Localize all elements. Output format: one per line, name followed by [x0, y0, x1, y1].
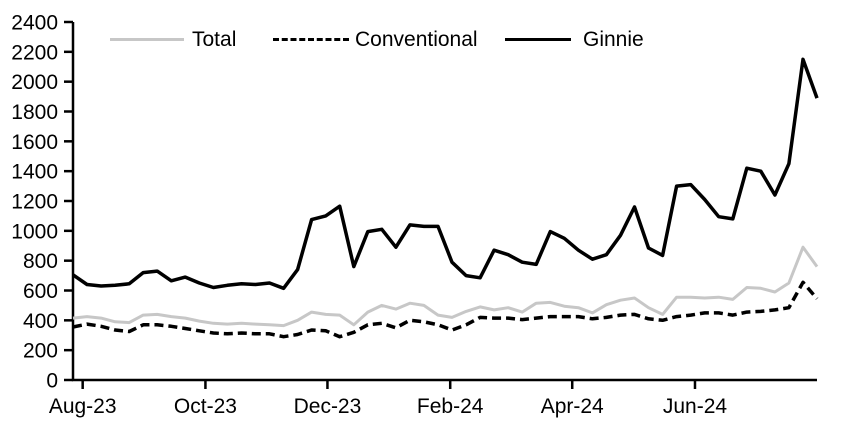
total-line-swatch-icon	[110, 38, 184, 41]
y-tick-label: 1400	[11, 161, 58, 184]
y-tick-label: 2200	[11, 41, 58, 64]
y-tick-label: 2400	[11, 12, 58, 35]
series-line-conventional	[72, 280, 819, 339]
x-tick-label: Aug-23	[49, 395, 117, 418]
x-tick-label: Feb-24	[417, 395, 484, 418]
y-tick-label: 1600	[11, 131, 58, 154]
y-tick-label: 1200	[11, 191, 58, 214]
x-tick-label: Jun-24	[663, 395, 728, 418]
series-line-ginnie	[72, 57, 819, 291]
y-tick-label: 400	[23, 310, 58, 333]
y-tick-label: 1800	[11, 101, 58, 124]
y-tick-label: 600	[23, 280, 58, 303]
y-tick-label: 800	[23, 250, 58, 273]
conventional-line-swatch-icon	[273, 38, 349, 41]
x-tick-label: Apr-24	[541, 395, 604, 418]
legend-label-conventional: Conventional	[355, 28, 478, 51]
ginnie-line-swatch-icon	[505, 38, 571, 41]
x-tick-label: Dec-23	[294, 395, 362, 418]
legend-label-total: Total	[192, 28, 237, 51]
x-tick-label: Oct-23	[174, 395, 237, 418]
series-line-total	[72, 245, 819, 328]
y-tick-label: 1000	[11, 220, 58, 243]
legend-label-ginnie: Ginnie	[583, 28, 644, 51]
chart-legend: Total Conventional Ginnie	[0, 0, 852, 60]
y-tick-label: 2000	[11, 71, 58, 94]
y-tick-label: 0	[46, 370, 58, 393]
y-tick-label: 200	[23, 340, 58, 363]
